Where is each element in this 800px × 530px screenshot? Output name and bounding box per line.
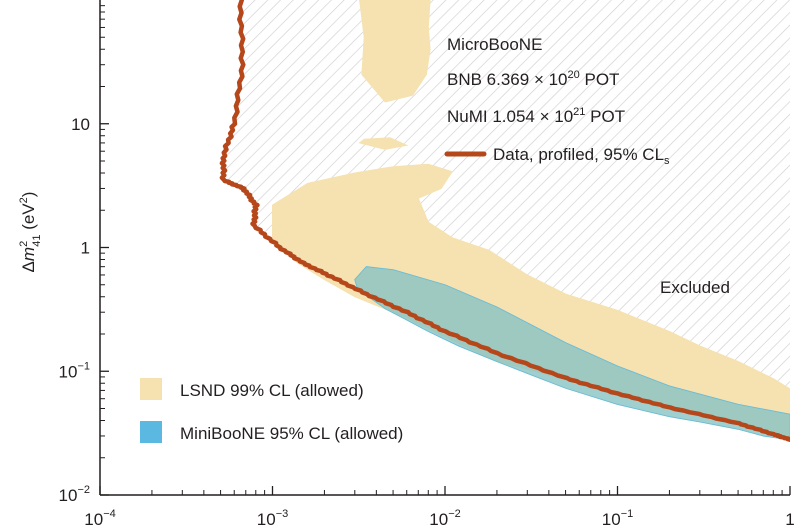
- legend-miniboone-swatch: [140, 421, 162, 443]
- y-axis-label: Δm241 (eV2): [18, 192, 43, 273]
- y-axis-label-unit: (eV: [19, 203, 38, 235]
- miniboone-lsnd-overlap-1: [354, 266, 790, 440]
- y-axis-label-delta: Δ: [19, 261, 38, 272]
- legend-contour-label: Data, profiled, 95% CLs: [493, 145, 670, 167]
- x-tick-exp: −1: [621, 508, 634, 520]
- y-tick-exp: −2: [77, 484, 90, 496]
- x-tick-base: 1: [785, 510, 794, 529]
- y-tick-exp: −1: [77, 360, 90, 372]
- y-axis-label-unit-sup: 2: [18, 197, 30, 203]
- bnb-exposure-sup: 20: [568, 69, 580, 81]
- x-tick-label: 10−2: [429, 508, 460, 529]
- lsnd-region-1: [359, 0, 431, 103]
- y-tick-base: 10: [59, 486, 78, 505]
- x-tick-exp: −2: [448, 508, 461, 520]
- x-tick-base: 10: [602, 510, 621, 529]
- y-tick-base: 10: [71, 115, 90, 134]
- x-tick-base: 10: [257, 510, 276, 529]
- y-axis-label-sup: 2: [18, 241, 30, 247]
- x-tick-base: 10: [84, 510, 103, 529]
- numi-exposure-pre: NuMI 1.054 × 10: [447, 107, 573, 126]
- x-tick-exp: −3: [276, 508, 289, 520]
- legend-contour-label-sub: s: [664, 155, 670, 167]
- y-tick-label: 1: [81, 239, 90, 258]
- legend-miniboone-label: MiniBooNE 95% CL (allowed): [180, 424, 403, 443]
- x-tick-exp: −4: [103, 508, 116, 520]
- numi-exposure-label: NuMI 1.054 × 1021 POT: [447, 106, 625, 126]
- x-tick-label: 1: [785, 510, 794, 529]
- legend-contour-label-main: Data, profiled, 95% CL: [493, 145, 664, 164]
- y-tick-label: 10−1: [59, 360, 90, 381]
- bnb-exposure-post: POT: [580, 70, 620, 89]
- legend-lsnd-swatch: [140, 378, 162, 400]
- numi-exposure-post: POT: [585, 107, 625, 126]
- y-axis-label-close: ): [19, 192, 38, 198]
- y-tick-label: 10−2: [59, 484, 90, 505]
- y-axis-label-m: m: [19, 247, 38, 261]
- microboone-exclusion-contour: [219, 0, 790, 442]
- x-tick-base: 10: [429, 510, 448, 529]
- x-tick-label: 10−4: [84, 508, 115, 529]
- miniboone-allowed-region: [354, 266, 790, 441]
- numi-exposure-sup: 21: [573, 106, 585, 118]
- x-axis-ticks: 10−4 10−3 10−2 10−1 1: [84, 486, 795, 529]
- y-tick-base: 10: [59, 362, 78, 381]
- x-tick-label: 10−3: [257, 508, 288, 529]
- lsnd-region-2: [358, 137, 409, 150]
- x-tick-label: 10−1: [602, 508, 633, 529]
- bnb-exposure-label: BNB 6.369 × 1020 POT: [447, 69, 619, 89]
- contour-line: [219, 0, 790, 442]
- lsnd-allowed-regions: [272, 0, 790, 441]
- y-tick-base: 1: [81, 239, 90, 258]
- bnb-exposure-pre: BNB 6.369 × 10: [447, 70, 568, 89]
- legend-lsnd-label: LSND 99% CL (allowed): [180, 381, 364, 400]
- y-axis-label-sub: 41: [31, 235, 43, 247]
- experiment-label: MicroBooNE: [447, 35, 542, 54]
- excluded-label: Excluded: [660, 278, 730, 297]
- y-tick-label: 10: [71, 115, 90, 134]
